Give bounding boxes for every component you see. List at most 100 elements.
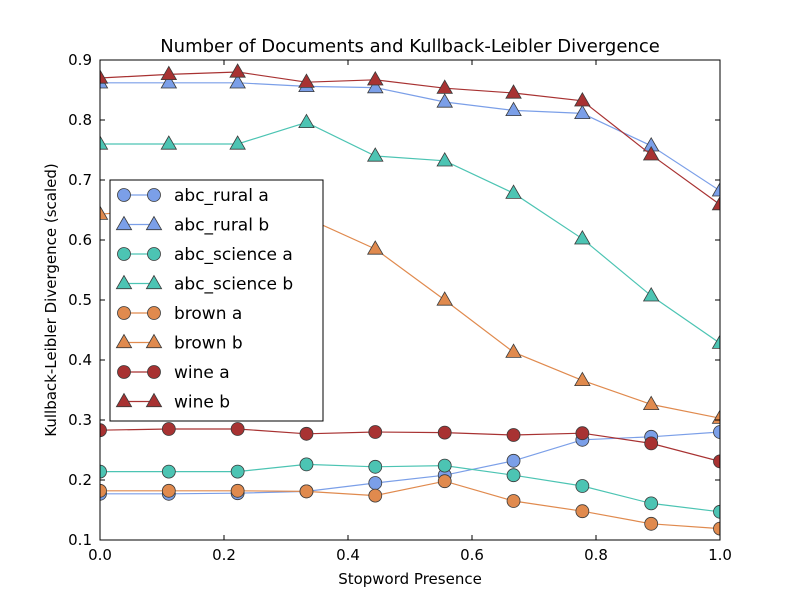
y-axis-label: Kullback-Leibler Divergence (scaled) [42,163,60,436]
data-point [574,371,591,387]
x-axis: 0.0 0.2 0.4 0.6 0.8 1.0 [88,60,732,564]
data-point [100,69,109,84]
data-point [366,240,384,255]
x-tick-label: 0.0 [88,546,112,564]
legend-entry: wine b [115,392,230,413]
y-tick-label: 0.3 [68,411,92,429]
data-point [298,113,315,128]
legend-entry: abc_science b [115,274,293,295]
data-point [505,184,522,199]
legend-marker [117,306,131,320]
legend-label: abc_science b [174,275,293,295]
data-point [574,229,591,245]
data-point [506,453,521,468]
legend-label: wine a [174,363,230,383]
data-point [644,496,659,511]
legend-marker [147,188,161,202]
data-point [574,91,591,107]
legend-marker [145,274,163,290]
legend-marker [147,365,161,379]
series-layer [100,63,720,536]
data-point [230,483,245,498]
data-point [229,73,246,89]
series-line [100,431,720,495]
series-brown-a [100,474,720,536]
y-tick-label: 0.1 [68,531,92,549]
data-point [436,151,454,167]
legend-marker [117,247,131,261]
data-point [506,468,521,483]
legend-label: abc_rural b [174,216,269,236]
legend-marker [145,333,163,349]
legend-entry: abc_rural a [117,186,269,206]
legend-marker [147,247,161,261]
data-point [506,428,521,442]
data-point [230,422,245,436]
data-point [711,195,720,211]
data-point [436,93,454,108]
legend-label: brown b [174,334,243,354]
data-point [713,425,720,439]
y-tick-label: 0.7 [68,171,92,189]
series-abc-rural-a [100,425,720,501]
legend-entry: abc_rural b [115,215,269,236]
data-point [299,484,314,499]
legend-marker [145,392,163,408]
data-point [366,147,384,162]
data-point [100,464,107,479]
legend-marker [115,274,133,290]
series-line [100,463,720,513]
data-point [437,474,452,489]
data-point [298,73,315,88]
data-point [713,504,720,519]
x-tick-label: 1.0 [708,546,732,564]
legend-marker [115,333,133,349]
legend-entry: abc_science a [117,245,293,265]
y-axis: 0.1 0.2 0.3 0.4 0.5 0.6 0.7 0.8 0.9 [68,51,720,549]
data-point [160,65,178,80]
legend-marker [145,215,163,231]
data-point [100,423,107,438]
legend-marker [115,215,133,231]
data-point [299,457,314,472]
y-tick-label: 0.8 [68,111,92,129]
data-point [161,422,176,436]
y-tick-label: 0.4 [68,351,92,369]
legend-entry: brown b [115,333,243,354]
legend-marker [115,392,133,408]
legend: abc_rural a abc_rural b abc_science a abc_s… [109,179,324,422]
data-point [574,104,591,119]
legend-marker [147,306,161,320]
data-point [505,343,522,358]
data-point [366,70,384,86]
x-tick-label: 0.6 [460,546,484,564]
data-point [506,494,521,508]
series-line [100,428,720,462]
data-point [368,476,383,490]
legend-box [109,179,324,422]
data-point [368,425,383,439]
legend-label: abc_science a [174,245,293,265]
data-point [642,145,660,161]
legend-entry: brown a [117,304,242,324]
x-tick-label: 0.8 [584,546,608,564]
legend-label: abc_rural a [174,186,269,206]
x-axis-label: Stopword Presence [338,570,482,588]
y-tick-label: 0.2 [68,471,92,489]
data-point [436,291,454,306]
data-point [644,436,659,451]
data-point [644,516,659,531]
series-line [100,121,720,344]
legend-label: wine b [174,393,230,413]
data-point [436,79,454,94]
data-point [161,483,176,498]
y-tick-label: 0.5 [68,291,92,309]
data-point [437,425,452,440]
data-point [229,135,246,150]
data-point [366,78,384,94]
series-wine-b [100,63,720,211]
series-abc-science-a [100,457,720,519]
data-point [575,504,590,519]
data-point [160,135,178,150]
